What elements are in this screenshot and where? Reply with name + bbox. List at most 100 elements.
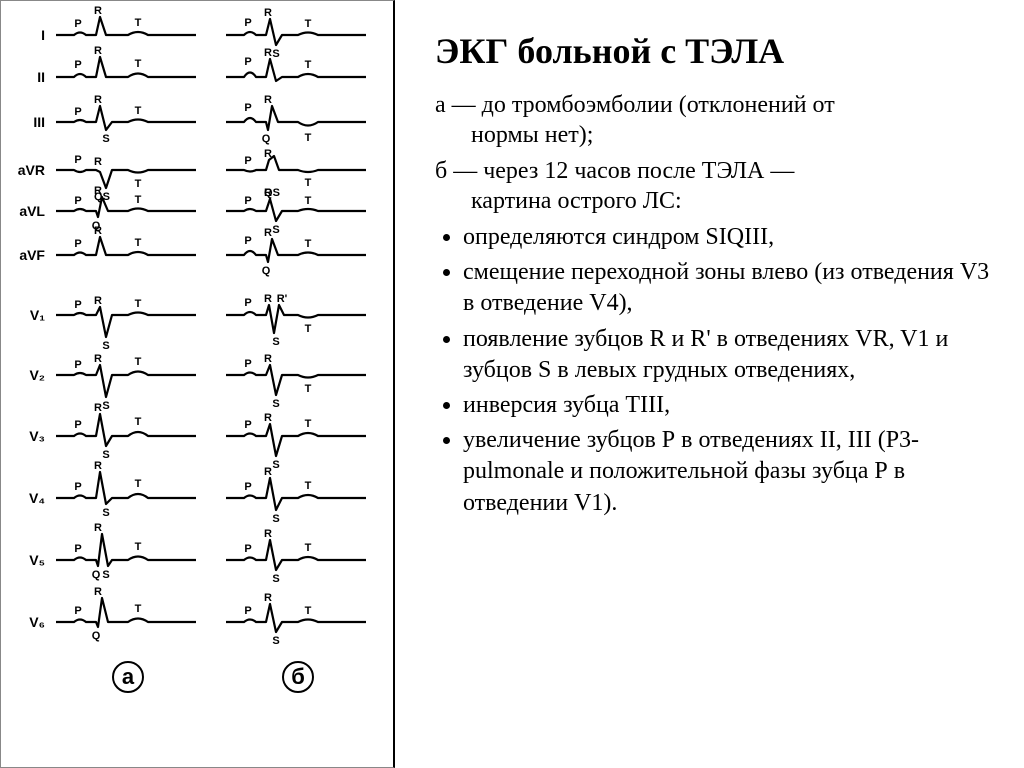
svg-text:R: R bbox=[94, 225, 102, 237]
desc-a-line2: нормы нет); bbox=[435, 120, 994, 150]
lead-label: V₆ bbox=[11, 614, 45, 630]
svg-text:P: P bbox=[244, 17, 251, 29]
svg-text:P: P bbox=[244, 102, 251, 114]
desc-b-line2: картина острого ЛС: bbox=[435, 186, 994, 216]
ecg-trace: PRST bbox=[226, 465, 366, 525]
desc-a-line1: а — до тромбоэмболии (отклонений от bbox=[435, 92, 835, 118]
ecg-diagram-panel: IPRTPRSTIIPRTPRTIIIPRSTPRQTaVRPRQSTPRQST… bbox=[0, 0, 395, 768]
desc-a: а — до тромбоэмболии (отклонений от норм… bbox=[435, 90, 994, 150]
svg-text:S: S bbox=[272, 513, 279, 525]
svg-text:P: P bbox=[244, 419, 251, 431]
svg-text:R: R bbox=[264, 412, 272, 424]
lead-label: V₄ bbox=[11, 490, 45, 506]
ecg-trace: PRQT bbox=[56, 189, 196, 229]
svg-text:P: P bbox=[74, 154, 81, 166]
svg-text:R: R bbox=[94, 185, 102, 197]
lead-label: aVF bbox=[11, 247, 45, 263]
lead-label: V₁ bbox=[11, 307, 45, 323]
lead-label: V₃ bbox=[11, 428, 45, 444]
ecg-trace: PRST bbox=[226, 403, 366, 463]
svg-text:R: R bbox=[94, 460, 102, 472]
svg-text:T: T bbox=[135, 478, 142, 490]
svg-text:T: T bbox=[305, 238, 312, 250]
svg-text:T: T bbox=[305, 59, 312, 71]
svg-text:T: T bbox=[135, 58, 142, 70]
svg-text:P: P bbox=[244, 56, 251, 68]
svg-text:T: T bbox=[135, 603, 142, 615]
lead-label: aVR bbox=[11, 162, 45, 178]
bullet-5: увеличение зубцов Р в отведениях II, III… bbox=[463, 425, 994, 519]
svg-text:P: P bbox=[74, 238, 81, 250]
svg-text:T: T bbox=[135, 298, 142, 310]
ecg-trace: PRST bbox=[56, 97, 196, 143]
svg-text:T: T bbox=[305, 542, 312, 554]
svg-text:P: P bbox=[74, 59, 81, 71]
svg-text:R: R bbox=[264, 293, 272, 305]
page-title: ЭКГ больной с ТЭЛА bbox=[435, 30, 994, 72]
svg-text:P: P bbox=[244, 155, 251, 167]
svg-text:S: S bbox=[102, 449, 109, 461]
svg-text:T: T bbox=[305, 177, 312, 189]
svg-text:T: T bbox=[135, 416, 142, 428]
lead-label: aVL bbox=[11, 203, 45, 219]
svg-text:Q: Q bbox=[262, 265, 271, 277]
ecg-trace: PRQT bbox=[226, 97, 366, 143]
lead-label: I bbox=[11, 27, 45, 43]
svg-text:R: R bbox=[264, 47, 272, 59]
svg-text:R: R bbox=[94, 522, 102, 534]
svg-text:S: S bbox=[102, 133, 109, 145]
svg-text:R: R bbox=[94, 156, 102, 168]
svg-text:P: P bbox=[244, 543, 251, 555]
bullet-4: инверсия зубца TIII, bbox=[463, 390, 994, 421]
svg-text:R: R bbox=[264, 187, 272, 199]
ecg-trace: PRT bbox=[56, 231, 196, 275]
bullet-2: смещение переходной зоны влево (из отвед… bbox=[463, 257, 994, 319]
svg-text:T: T bbox=[305, 195, 312, 207]
ecg-trace: PRR'ST bbox=[226, 283, 366, 341]
svg-text:R: R bbox=[264, 353, 272, 365]
lead-label: II bbox=[11, 69, 45, 85]
svg-text:T: T bbox=[305, 480, 312, 492]
bullet-3: появление зубцов R и R' в отведениях VR,… bbox=[463, 324, 994, 386]
svg-text:P: P bbox=[74, 543, 81, 555]
svg-text:T: T bbox=[135, 105, 142, 117]
bullet-list: определяются синдром SIQIII, смещение пе… bbox=[435, 222, 994, 519]
svg-text:P: P bbox=[244, 297, 251, 309]
desc-b: б — через 12 часов после ТЭЛА — картина … bbox=[435, 156, 994, 216]
svg-text:P: P bbox=[74, 419, 81, 431]
ecg-trace: PRST bbox=[56, 343, 196, 401]
svg-text:T: T bbox=[305, 418, 312, 430]
ecg-trace: P R S T bbox=[56, 403, 196, 463]
ecg-trace: PRST bbox=[226, 13, 366, 53]
svg-text:Q: Q bbox=[92, 569, 101, 581]
svg-text:P: P bbox=[74, 359, 81, 371]
svg-text:R: R bbox=[264, 94, 272, 106]
svg-text:R: R bbox=[94, 295, 102, 307]
svg-text:T: T bbox=[135, 237, 142, 249]
svg-text:R: R bbox=[94, 586, 102, 598]
svg-text:P: P bbox=[74, 605, 81, 617]
svg-text:P: P bbox=[74, 18, 81, 30]
ecg-trace: PRST bbox=[226, 589, 366, 649]
svg-text:P: P bbox=[244, 358, 251, 370]
svg-text:P: P bbox=[74, 106, 81, 118]
ecg-trace: PRST bbox=[56, 283, 196, 341]
ecg-trace: PRST bbox=[226, 189, 366, 229]
svg-text:T: T bbox=[305, 323, 312, 335]
svg-text:R: R bbox=[94, 402, 102, 414]
ecg-trace: PRQT bbox=[226, 231, 366, 275]
column-label: а bbox=[112, 661, 144, 693]
ecg-trace: PRQST bbox=[56, 147, 196, 189]
svg-text:P: P bbox=[244, 235, 251, 247]
svg-text:T: T bbox=[135, 356, 142, 368]
svg-text:R: R bbox=[264, 227, 272, 239]
svg-text:R: R bbox=[94, 45, 102, 57]
svg-text:R: R bbox=[264, 148, 272, 160]
svg-text:R: R bbox=[94, 353, 102, 365]
lead-label: III bbox=[11, 114, 45, 130]
svg-text:S: S bbox=[102, 569, 109, 581]
svg-text:T: T bbox=[305, 605, 312, 617]
svg-text:P: P bbox=[244, 481, 251, 493]
svg-text:T: T bbox=[135, 17, 142, 29]
svg-text:S: S bbox=[272, 573, 279, 585]
